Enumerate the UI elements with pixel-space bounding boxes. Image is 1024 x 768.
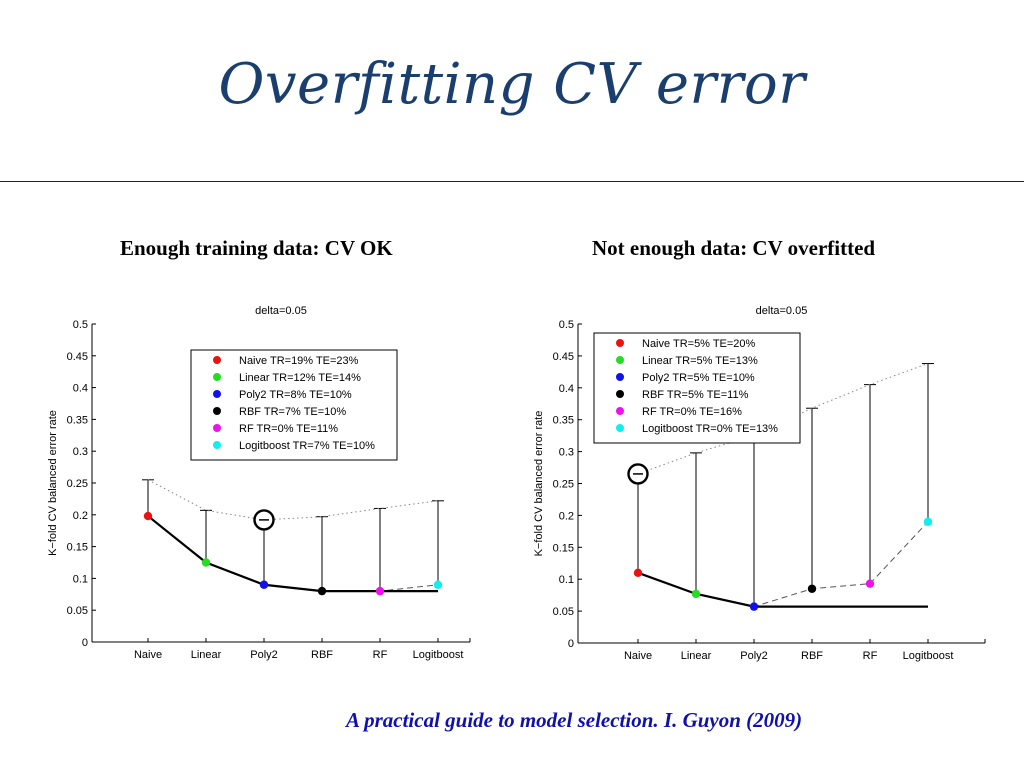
y-tick-label: 0.15: [67, 542, 88, 554]
y-tick-label: 0.15: [553, 542, 574, 554]
y-tick-label: 0.45: [553, 351, 574, 363]
running-min-line: [147, 515, 438, 593]
legend-marker-rbf: [213, 407, 221, 415]
data-point-naive: [633, 568, 643, 578]
legend-box: [190, 349, 398, 461]
data-point-poly2: [749, 602, 759, 611]
x-tick-label: Linear: [681, 650, 712, 662]
x-tick-label: Logitboost: [903, 650, 954, 662]
x-tick-label: RBF: [311, 649, 333, 661]
citation: A practical guide to model selection. I.…: [346, 708, 803, 732]
y-tick-label: 0.35: [67, 414, 88, 426]
legend-entry: Logitboost TR=0% TE=13%: [642, 423, 778, 435]
data-point-naive: [143, 511, 153, 521]
y-tick-label: 0.3: [73, 446, 88, 458]
legend-marker-poly2: [213, 390, 221, 398]
data-point-linear: [201, 558, 211, 567]
y-tick-label: 0.2: [559, 510, 574, 522]
legend-marker-linear: [616, 356, 624, 364]
legend-marker-naive: [213, 356, 221, 364]
x-tick-label: Naive: [134, 649, 162, 661]
legend-marker-poly2: [616, 373, 624, 381]
y-tick-label: 0.4: [559, 383, 574, 395]
legend-marker-linear: [213, 373, 221, 381]
running-min-line: [637, 571, 928, 608]
y-tick-label: 0.05: [553, 606, 574, 618]
y-tick-label: 0.4: [73, 383, 88, 395]
legend-entry: Naive TR=5% TE=20%: [642, 338, 756, 350]
y-tick-label: 0.5: [559, 319, 574, 331]
y-tick-label: 0.1: [73, 573, 88, 585]
y-tick-label: 0.1: [559, 574, 574, 586]
title-divider: [0, 181, 1024, 182]
data-point-linear: [691, 589, 701, 599]
data-point-rbf: [317, 586, 327, 596]
y-tick-label: 0.25: [67, 478, 88, 490]
legend-marker-rbf: [616, 390, 624, 398]
y-axis-label: K−fold CV balanced error rate: [47, 410, 59, 556]
legend-entry: RBF TR=7% TE=10%: [239, 406, 346, 418]
legend-entry: Linear TR=5% TE=13%: [642, 355, 758, 367]
cv-error-line: [147, 515, 439, 592]
x-tick-label: Linear: [191, 649, 222, 661]
y-tick-label: 0: [568, 638, 574, 650]
legend-entry: RF TR=0% TE=16%: [642, 406, 742, 418]
cv-error-line: [637, 521, 929, 608]
right-chart: delta=0.05 0 0.05 0.1 0.15 0.2 0.25 0.3 0.35 0.4 0…: [533, 305, 986, 662]
x-tick-label: Logitboost: [413, 649, 464, 661]
legend-entry: Poly2 TR=5% TE=10%: [642, 372, 755, 384]
slide-title: Overfitting CV error: [218, 52, 806, 117]
data-point-logitboost: [923, 517, 933, 526]
x-tick-label: RF: [373, 649, 388, 661]
chart-title: delta=0.05: [756, 305, 808, 317]
right-chart-caption: Not enough data: CV overfitted: [592, 236, 876, 260]
legend-entry: RBF TR=5% TE=11%: [642, 389, 749, 401]
y-tick-label: 0.05: [67, 605, 88, 617]
legend-marker-rf: [213, 424, 221, 432]
y-tick-label: 0.3: [559, 447, 574, 459]
data-point-poly2: [259, 580, 269, 589]
x-tick-label: RF: [863, 650, 878, 662]
legend-entry: Logitboost TR=7% TE=10%: [239, 440, 375, 452]
x-tick-label: Poly2: [740, 650, 768, 662]
y-tick-label: 0.25: [553, 479, 574, 491]
data-point-rf: [865, 579, 875, 588]
data-point-rf: [375, 586, 385, 596]
y-tick-label: 0.5: [73, 319, 88, 331]
legend-marker-rf: [616, 407, 624, 415]
chart-title: delta=0.05: [255, 305, 307, 317]
legend-marker-logitboost: [213, 441, 221, 449]
data-point-rbf: [807, 584, 817, 593]
legend-entry: Poly2 TR=8% TE=10%: [239, 389, 352, 401]
legend-entry: RF TR=0% TE=11%: [239, 423, 338, 435]
y-axis-label: K−fold CV balanced error rate: [533, 411, 545, 557]
legend-entry: Linear TR=12% TE=14%: [239, 372, 361, 384]
legend-entry: Naive TR=19% TE=23%: [239, 355, 359, 367]
x-tick-label: RBF: [801, 650, 823, 662]
x-tick-label: Naive: [624, 650, 652, 662]
left-chart-caption: Enough training data: CV OK: [120, 236, 393, 260]
legend-marker-naive: [616, 339, 624, 347]
data-point-logitboost: [433, 580, 443, 589]
y-tick-label: 0: [82, 637, 88, 649]
left-chart: delta=0.05 0 0.05 0.1 0.15 0.2 0.25 0.3 0.35 0.4 0…: [47, 305, 471, 661]
legend-marker-logitboost: [616, 424, 624, 432]
y-tick-label: 0.45: [67, 351, 88, 363]
legend-box: [593, 332, 801, 444]
x-tick-label: Poly2: [250, 649, 278, 661]
upper-bound-line: [147, 479, 439, 521]
y-tick-label: 0.35: [553, 415, 574, 427]
y-tick-label: 0.2: [73, 510, 88, 522]
